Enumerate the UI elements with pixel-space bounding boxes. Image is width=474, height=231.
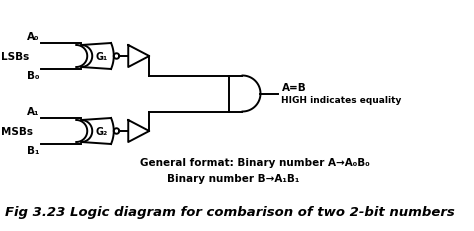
Text: A₁: A₁ xyxy=(27,107,39,117)
Text: A=B: A=B xyxy=(282,83,306,93)
Text: General format: Binary number A→A₀B₀: General format: Binary number A→A₀B₀ xyxy=(140,157,370,167)
Text: Fig 3.23 Logic diagram for combarison of two 2-bit numbers: Fig 3.23 Logic diagram for combarison of… xyxy=(5,206,455,219)
Text: Binary number B→A₁B₁: Binary number B→A₁B₁ xyxy=(167,174,300,184)
Text: A₀: A₀ xyxy=(27,32,39,42)
Text: B₁: B₁ xyxy=(27,146,39,156)
Text: G₁: G₁ xyxy=(95,52,108,62)
Text: HIGH indicates equality: HIGH indicates equality xyxy=(282,96,402,105)
Text: B₀: B₀ xyxy=(27,71,39,81)
Text: G₂: G₂ xyxy=(95,126,108,137)
Text: LSBs: LSBs xyxy=(1,52,30,62)
Text: MSBs: MSBs xyxy=(1,126,34,137)
